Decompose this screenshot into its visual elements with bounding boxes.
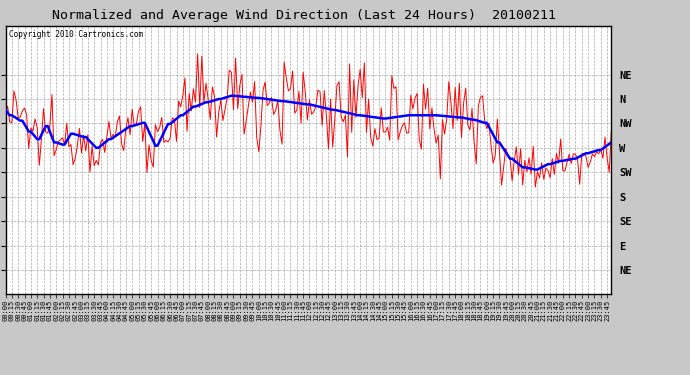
Text: Copyright 2010 Cartronics.com: Copyright 2010 Cartronics.com: [8, 30, 143, 39]
Text: Normalized and Average Wind Direction (Last 24 Hours)  20100211: Normalized and Average Wind Direction (L…: [52, 9, 555, 22]
